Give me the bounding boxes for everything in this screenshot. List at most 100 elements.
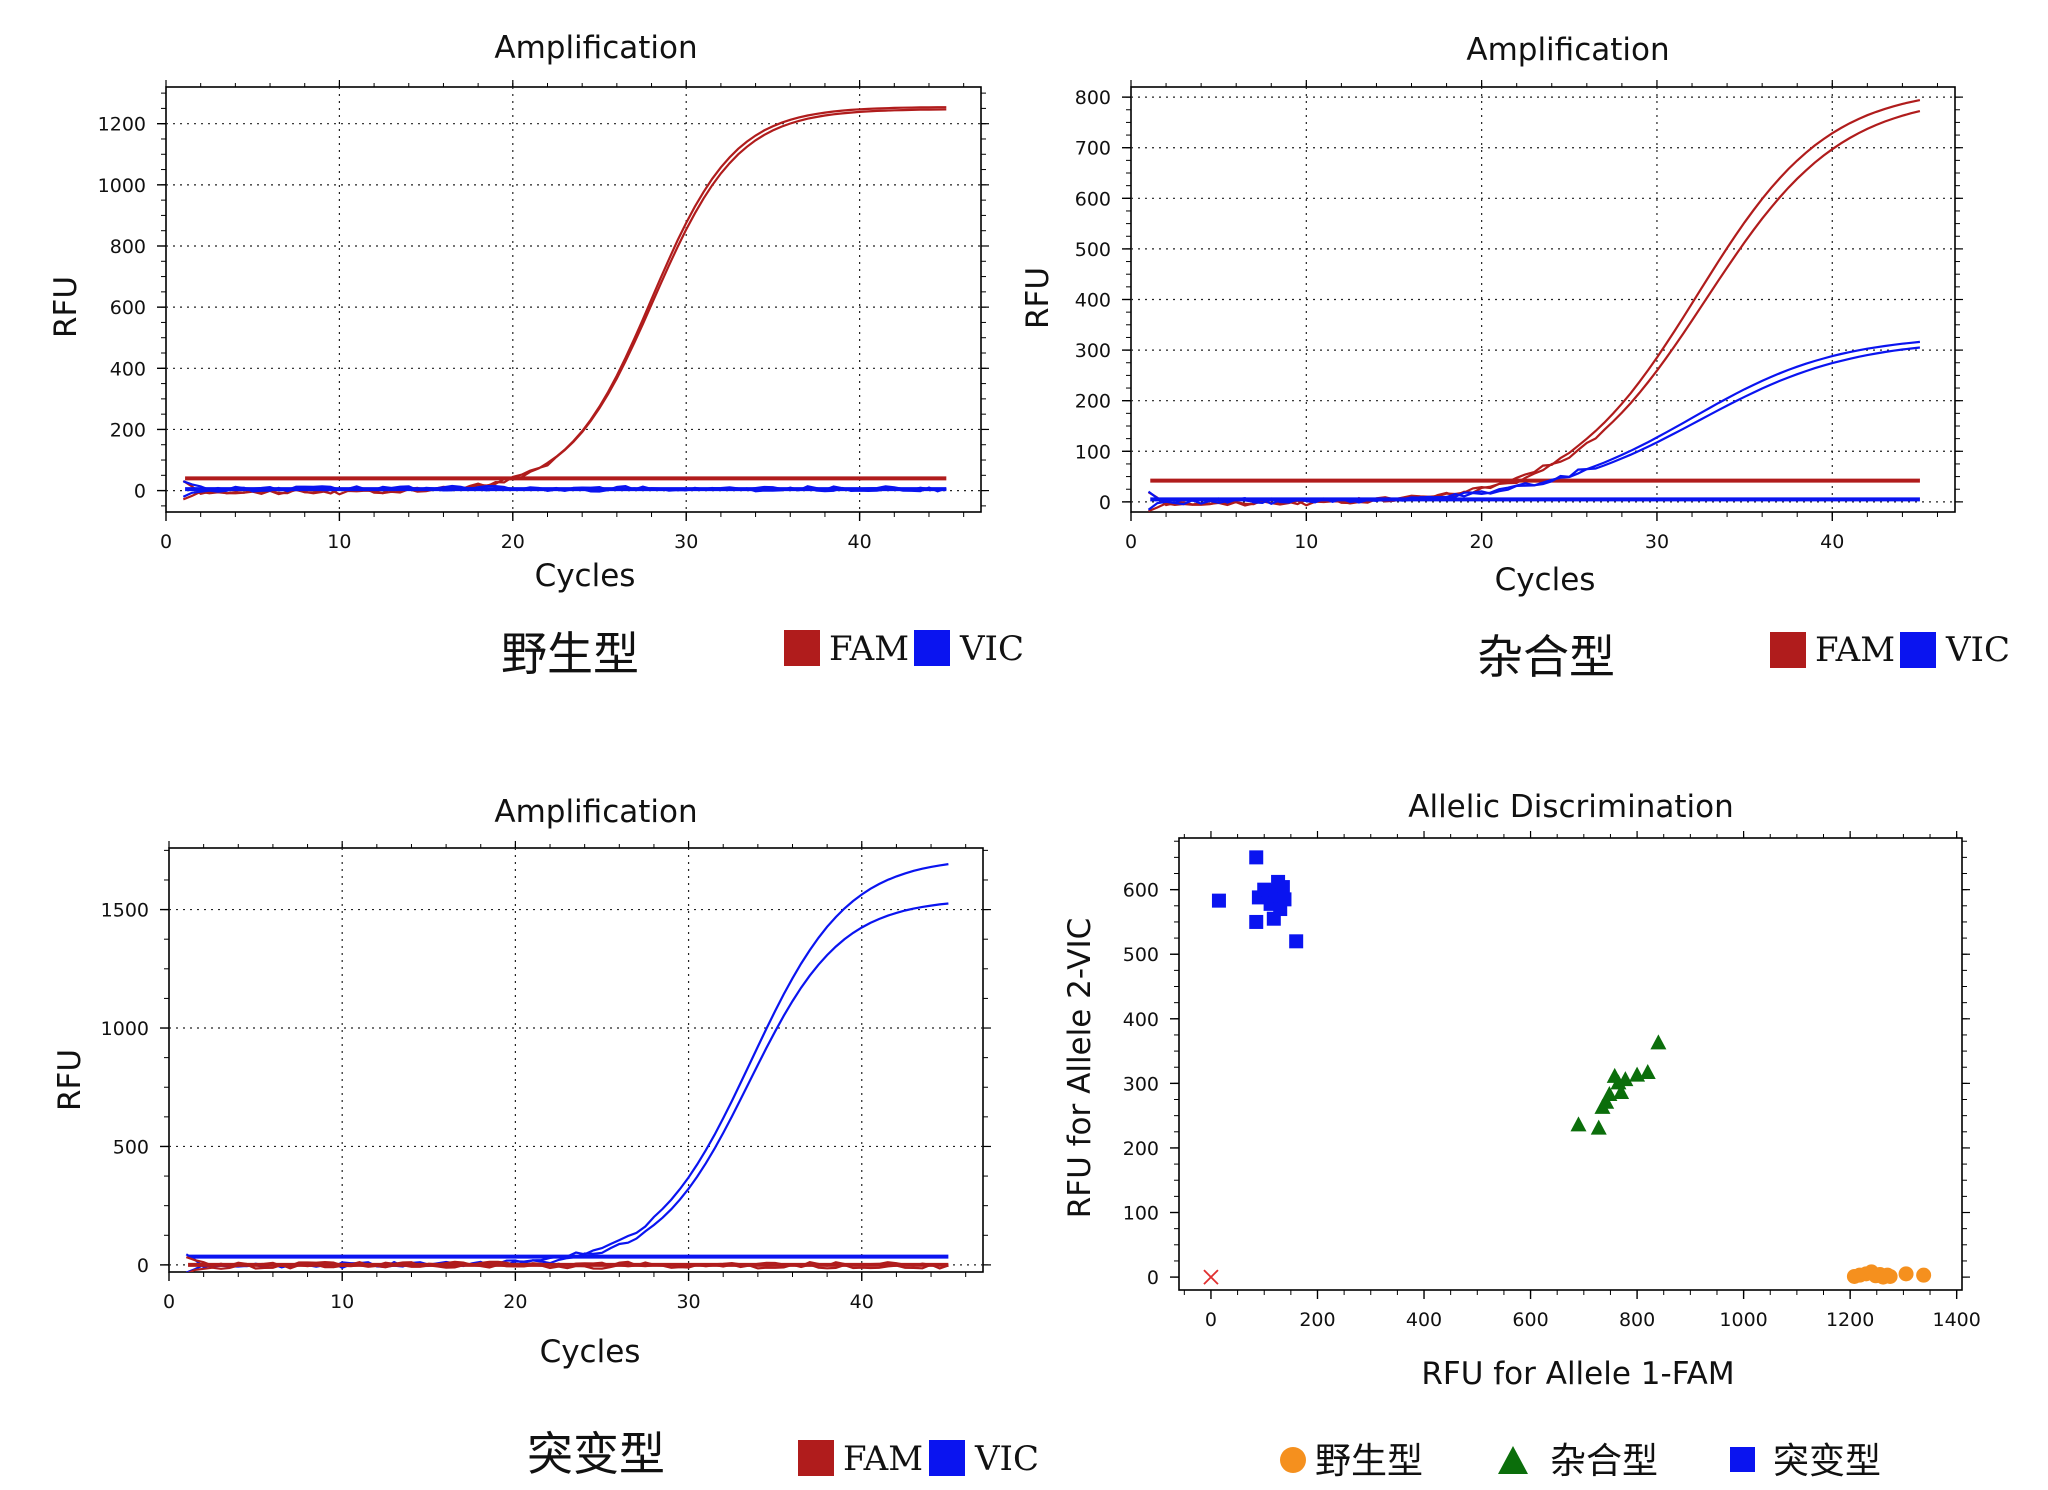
x-tick-label: 40 [850,1291,874,1313]
chart-title: Amplification [494,30,697,66]
legend-label-het: 杂合型 [1550,1441,1658,1482]
y-tick-label: 800 [1075,87,1111,109]
x-tick-label: 40 [848,531,872,553]
y-tick-label: 400 [1123,1009,1159,1031]
y-tick-label: 200 [1075,391,1111,413]
legend-label-vic: VIC [974,1439,1039,1479]
x-tick-label: 20 [1470,531,1494,553]
x-tick-label: 20 [503,1291,527,1313]
genotype-caption: 野生型 [501,627,639,681]
amplification-curve [1147,346,1921,506]
y-tick-label: 300 [1075,340,1111,362]
series-group [182,106,947,501]
y-tick-label: 500 [1123,944,1159,966]
x-tick-label: 0 [1205,1309,1217,1331]
legend: 野生型 杂合型 突变型 [1280,1441,1881,1482]
y-tick-label: 200 [1123,1138,1159,1160]
legend-label-wild: 野生型 [1315,1441,1423,1482]
legend-swatch-vic [914,630,950,666]
plot-area: 0 200 400 600 800 1000 1200 1400 0 100 200 300 400 50… [1123,831,1981,1331]
y-tick-label: 600 [1123,880,1159,902]
x-axis-label: Cycles [540,1334,641,1370]
x-tick-label: 1000 [1719,1309,1767,1331]
legend-marker-het [1498,1446,1528,1474]
chart-title: Allelic Discrimination [1408,789,1734,825]
legend-swatch-fam [798,1440,834,1476]
y-tick-label: 0 [137,1255,149,1277]
y-tick-label: 1500 [101,900,149,922]
plot-area: 0 10 20 30 40 0 500 1000 1500 [101,841,991,1313]
data-point-mut [1249,914,1264,929]
y-tick-label: 1000 [98,175,146,197]
chart-title: Amplification [494,794,697,830]
data-point-het [1598,1093,1615,1109]
y-axis-label: RFU [1020,267,1056,329]
x-tick-label: 20 [501,531,525,553]
mutant-amplification-panel: Amplification 0 10 20 30 40 0 500 1000 1500 Cycl… [52,794,1039,1481]
x-tick-label: 800 [1619,1309,1655,1331]
allelic-discrimination-panel: Allelic Discrimination 0 200 400 600 800 1000… [1062,789,1981,1482]
legend-label-fam: FAM [1815,630,1895,670]
legend-swatch-fam [1770,632,1806,668]
series-group [1147,99,1921,512]
amplification-curve [1148,110,1921,512]
plot-frame [165,86,982,513]
y-tick-label: 600 [110,297,146,319]
y-tick-label: 1200 [98,114,146,136]
legend-swatch-fam [784,630,820,666]
y-tick-label: 0 [1099,492,1111,514]
y-tick-label: 200 [110,419,146,441]
y-tick-label: 0 [1147,1267,1159,1289]
wild-type-amplification-panel: Amplification 0 10 20 30 4002004006008001000… [48,30,1024,681]
series-group [185,863,949,1272]
chart-title: Amplification [1466,32,1669,68]
heterozygous-amplification-panel: Amplification 0 10 20 30 4001002003004005006… [1020,32,2010,684]
y-tick-label: 300 [1123,1073,1159,1095]
legend-swatch-vic [929,1440,965,1476]
x-tick-label: 0 [160,531,172,553]
data-point-wild [1916,1267,1932,1283]
legend-label-vic: VIC [959,629,1024,669]
ntc-marker [1203,1269,1219,1285]
legend-label-mut: 突变型 [1773,1441,1881,1482]
x-tick-label: 10 [330,1291,354,1313]
plot-frame [168,847,984,1273]
x-tick-label: 1400 [1932,1309,1980,1331]
x-tick-label: 30 [1645,531,1669,553]
data-point-het [1639,1064,1656,1080]
y-tick-label: 400 [1075,290,1111,312]
y-tick-label: 500 [1075,239,1111,261]
data-point-het [1590,1119,1607,1135]
legend: FAM VIC [1770,630,2010,670]
x-tick-label: 30 [674,531,698,553]
legend-swatch-vic [1900,632,1936,668]
data-point-het [1650,1034,1667,1050]
y-axis-label: RFU [52,1049,88,1111]
y-tick-label: 1000 [101,1018,149,1040]
x-tick-label: 10 [327,531,351,553]
legend-marker-wild [1280,1447,1306,1473]
y-tick-label: 600 [1075,188,1111,210]
data-point-wild [1898,1266,1914,1282]
y-axis-label: RFU [48,276,84,338]
y-tick-label: 500 [113,1136,149,1158]
x-tick-label: 200 [1299,1309,1335,1331]
data-point-het [1570,1116,1587,1132]
x-tick-label: 30 [676,1291,700,1313]
x-tick-label: 0 [1125,531,1137,553]
x-tick-label: 0 [163,1291,175,1313]
y-tick-label: 100 [1123,1203,1159,1225]
data-point-mut [1277,892,1292,907]
legend: FAM VIC [784,629,1024,669]
data-point-mut [1275,880,1290,895]
x-tick-label: 40 [1820,531,1844,553]
x-axis-label: Cycles [535,558,636,594]
plot-frame [1178,837,1963,1291]
legend-label-fam: FAM [843,1439,923,1479]
legend-marker-mut [1730,1447,1755,1472]
genotype-caption: 杂合型 [1477,630,1615,684]
data-point-wild [1882,1268,1898,1284]
